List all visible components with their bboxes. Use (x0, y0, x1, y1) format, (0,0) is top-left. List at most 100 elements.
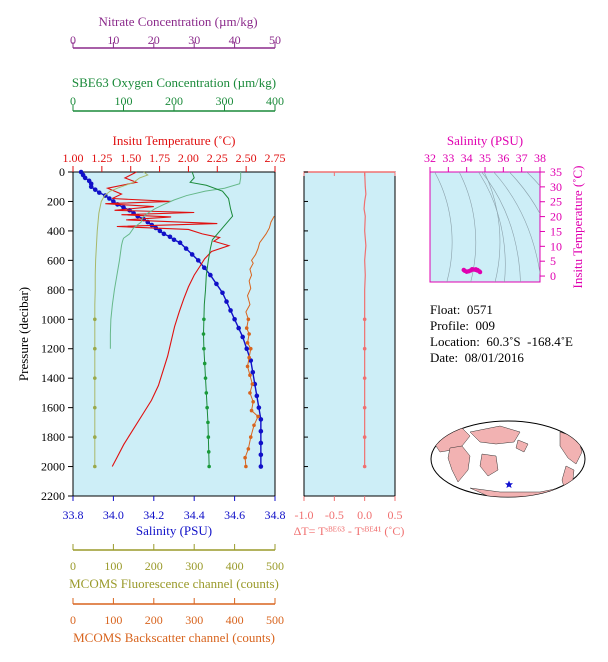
fluorescence-tick-label: 100 (104, 559, 122, 573)
isopycnal (481, 172, 521, 282)
pressure-tick-label: 800 (47, 283, 65, 297)
temperature-tick-label: 2.50 (236, 151, 257, 165)
continent (479, 453, 499, 477)
backscatter-data-point (246, 317, 251, 322)
pressure-tick-label: 400 (47, 224, 65, 238)
ts-temperature-tick-label: 20 (550, 210, 562, 224)
backscatter-data-point (245, 364, 250, 369)
pressure-axis-label: Pressure (decibar) (16, 287, 31, 381)
ts-salinity-axis-label: Salinity (PSU) (447, 133, 523, 148)
ts-data-point (473, 267, 479, 272)
salinity-data-point (183, 246, 189, 251)
salinity-data-point (250, 369, 256, 375)
profile-number: Profile: 009 (430, 318, 495, 333)
fluorescence-tick-label: 300 (185, 559, 203, 573)
nitrate-data-point (207, 464, 211, 469)
salinity-data-point (254, 393, 260, 399)
delta-data-point (362, 464, 367, 469)
salinity-data-point (208, 272, 213, 278)
pressure-tick-label: 200 (47, 194, 65, 208)
ts-salinity-tick-label: 34 (461, 151, 473, 165)
salinity-data-point (258, 464, 264, 469)
nitrate-tick-label: 10 (107, 33, 119, 47)
main-panel-bg (72, 171, 276, 497)
fluorescence-tick-label: 500 (266, 559, 284, 573)
temperature-tick-label: 2.75 (265, 151, 286, 165)
pressure-tick-label: 0 (59, 165, 65, 179)
temperature-axis-label: Insitu Temperature (˚C) (112, 133, 235, 148)
isopycnal (458, 172, 477, 282)
backscatter-data-point (247, 355, 251, 360)
fluorescence-data-point (93, 376, 97, 380)
backscatter-tick-label: 300 (185, 613, 203, 627)
backscatter-tick-label: 100 (104, 613, 122, 627)
nitrate-tick-label: 30 (188, 33, 200, 47)
ts-salinity-tick-label: 38 (534, 151, 546, 165)
fluorescence-data-point (93, 317, 97, 322)
temperature-tick-label: 1.50 (120, 151, 141, 165)
delta-tick-label: 0.0 (357, 508, 372, 522)
continent (469, 425, 521, 445)
pressure-tick-label: 1400 (41, 371, 65, 385)
isopycnal (526, 172, 540, 187)
salinity-tick-label: 34.8 (265, 508, 286, 522)
nitrate-data-point (205, 405, 209, 410)
salinity-data-point (258, 452, 264, 458)
fluorescence-axis-label: MCOMS Fluorescence channel (counts) (69, 576, 279, 591)
salinity-tick-label: 34.6 (224, 508, 245, 522)
ts-isopycnals (434, 172, 540, 282)
temperature-tick-label: 2.00 (178, 151, 199, 165)
backscatter-axis-label: MCOMS Backscatter channel (counts) (73, 630, 275, 645)
nitrate-data-point (201, 332, 206, 336)
fluorescence-tick-label: 0 (70, 559, 76, 573)
ts-salinity-tick-label: 36 (497, 151, 509, 165)
ts-temperature-tick-label: 30 (550, 180, 562, 194)
backscatter-data-point (248, 391, 252, 395)
delta-data-point (362, 435, 367, 439)
oxygen-series-line (109, 172, 242, 349)
pressure-tick-label: 1600 (41, 401, 65, 415)
delta-axis-label: ΔT= Tˢᴮᴱ⁶³ - Tˢᴮᴱ⁴¹ (˚C) (294, 524, 405, 538)
salinity-tick-label: 34.0 (103, 508, 124, 522)
backscatter-tick-label: 400 (226, 613, 244, 627)
salinity-data-point (111, 199, 116, 204)
pressure-tick-label: 1000 (41, 312, 65, 326)
backscatter-data-point (247, 332, 251, 336)
backscatter-data-point (243, 455, 247, 460)
salinity-data-point (214, 281, 219, 287)
main-axes: 0200400600800100012001400160018002000220… (41, 33, 286, 627)
ts-salinity-tick-label: 37 (516, 151, 528, 165)
backscatter-data-point (251, 399, 255, 404)
salinity-data-point (258, 428, 264, 434)
delta-layer: -1.0 -0.5 0.0 0.5 (295, 171, 403, 522)
salinity-data-point (161, 231, 167, 237)
ts-temperature-tick-label: 10 (550, 239, 562, 253)
salinity-data-point (107, 196, 112, 201)
salinity-data-point (177, 240, 183, 245)
salinity-data-point (92, 187, 98, 192)
nitrate-data-point (204, 391, 209, 395)
float-id: Float: 0571 (430, 302, 493, 317)
isopycnal (493, 172, 540, 276)
pressure-tick-label: 600 (47, 253, 65, 267)
delta-series-line (363, 171, 367, 467)
world-map (430, 420, 586, 498)
salinity-data-point (195, 258, 201, 263)
backscatter-data-point (248, 373, 252, 378)
date-text: Date: 08/01/2016 (430, 350, 524, 365)
fluorescence-series-line (94, 171, 149, 467)
nitrate-tick-label: 40 (229, 33, 241, 47)
fluorescence-data-point (93, 464, 97, 469)
backscatter-data-point (244, 326, 249, 330)
oxygen-tick-label: 0 (70, 94, 76, 108)
nitrate-tick-label: 0 (70, 33, 76, 47)
ts-temperature-axis-label: Insitu Temperature (˚C) (570, 165, 585, 288)
salinity-data-point (88, 184, 94, 190)
salinity-data-point (202, 265, 207, 271)
salinity-data-point (256, 405, 262, 410)
nitrate-data-point (206, 435, 211, 439)
isopycnal-lines (434, 172, 540, 282)
backscatter-data-point (250, 382, 255, 386)
temperature-tick-label: 2.25 (207, 151, 228, 165)
